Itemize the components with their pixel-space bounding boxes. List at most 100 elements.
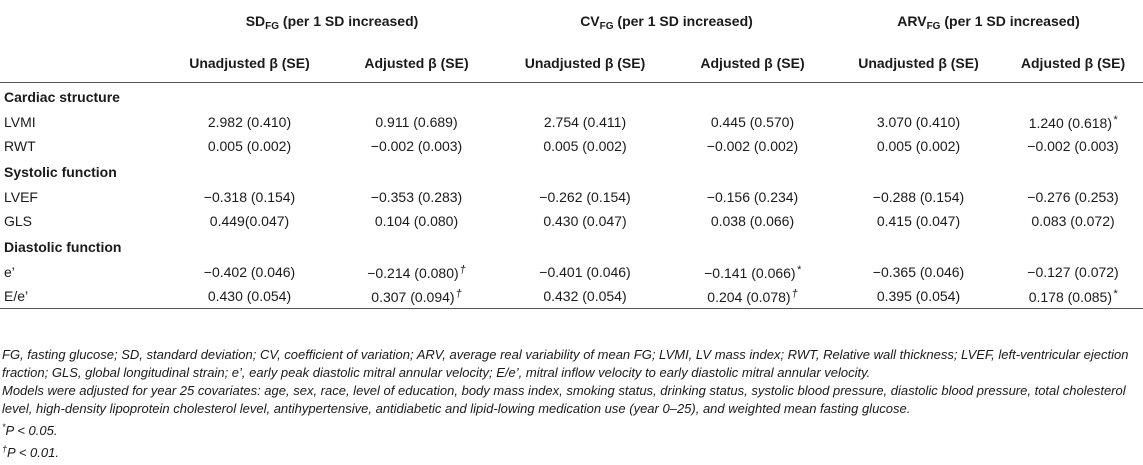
footnotes: FG, fasting glucose; SD, standard deviat… [2, 346, 1141, 462]
significance-mark: * [1113, 287, 1118, 300]
cell-value: 3.070 (0.410) [876, 114, 961, 130]
row-label: LVMI [4, 114, 36, 130]
row-label: LVEF [4, 189, 38, 205]
table-cell: −0.353 (0.283) [334, 185, 499, 209]
table-cell: −0.365 (0.046) [834, 260, 1003, 284]
cell-value: 2.754 (0.411) [543, 114, 627, 130]
table-cell: 0.445 (0.570) [671, 110, 834, 134]
table-cell: 2.982 (0.410) [165, 110, 334, 134]
table-cell: −0.318 (0.154) [165, 185, 334, 209]
cell-value: 2.982 (0.410) [207, 114, 292, 130]
table-row: E/e’ 0.430 (0.054) 0.307 (0.094)† 0.432 (0.… [0, 284, 1143, 309]
cell-value: 0.415 (0.047) [876, 213, 961, 229]
cell-value: 0.430 (0.054) [207, 288, 292, 304]
cell-value: 0.432 (0.054) [543, 288, 627, 304]
table-cell: −0.401 (0.046) [499, 260, 671, 284]
cell-value: −0.401 (0.046) [539, 264, 631, 280]
footnote-text: P < 0.01. [7, 445, 59, 460]
header-blank [0, 0, 165, 44]
cell-value: −0.002 (0.002) [706, 138, 799, 154]
table-cell: 2.754 (0.411) [499, 110, 671, 134]
cell-value: 0.005 (0.002) [207, 138, 292, 154]
significance-mark: † [455, 287, 462, 300]
cell-value: −0.002 (0.003) [370, 138, 463, 154]
significance-mark: * [1113, 113, 1118, 126]
table-cell: −0.127 (0.072) [1003, 260, 1143, 284]
sub-header: Unadjusted β (SE) [834, 44, 1003, 83]
row-label: RWT [4, 138, 36, 154]
table-cell: 0.415 (0.047) [834, 209, 1003, 233]
section-row: Diastolic function [0, 233, 1143, 260]
table-row: LVMI 2.982 (0.410) 0.911 (0.689) 2.754 (0.4… [0, 110, 1143, 134]
footnote-p01: †P < 0.01. [2, 440, 1141, 462]
sub-header: Unadjusted β (SE) [499, 44, 671, 83]
table-cell: 0.432 (0.054) [499, 284, 671, 309]
table-cell: 0.178 (0.085)* [1003, 284, 1143, 309]
table-cell: 1.240 (0.618)* [1003, 110, 1143, 134]
row-label: GLS [4, 213, 33, 229]
table-cell: 0.395 (0.054) [834, 284, 1003, 309]
section-row: Systolic function [0, 158, 1143, 185]
significance-mark: † [791, 287, 798, 300]
results-table: SDFG (per 1 SD increased) CVFG (per 1 SD… [0, 0, 1143, 309]
table-cell: 0.005 (0.002) [165, 134, 334, 158]
table-cell: −0.262 (0.154) [499, 185, 671, 209]
cell-value: 0.005 (0.002) [876, 138, 961, 154]
significance-mark: † [459, 263, 466, 276]
table-cell: 0.449(0.047) [165, 209, 334, 233]
table-body: Cardiac structure LVMI 2.982 (0.410) 0.911 … [0, 83, 1143, 309]
cell-value: −0.141 (0.066) [704, 264, 796, 281]
group-header-row: SDFG (per 1 SD increased) CVFG (per 1 SD… [0, 0, 1143, 44]
footnote-p05: *P < 0.05. [2, 418, 1141, 440]
cell-value: −0.002 (0.003) [1027, 138, 1119, 154]
table-row: e’ −0.402 (0.046) −0.214 (0.080)† −0.401 (0… [0, 260, 1143, 284]
footnote-mark: * [2, 422, 6, 432]
table-cell: 0.038 (0.066) [671, 209, 834, 233]
table-cell: 3.070 (0.410) [834, 110, 1003, 134]
sub-header: Adjusted β (SE) [334, 44, 499, 83]
table-row: GLS 0.449(0.047) 0.104 (0.080) 0.430 (0.047… [0, 209, 1143, 233]
cell-value: 0.204 (0.078) [707, 288, 791, 305]
header-blank [0, 44, 165, 83]
table-cell: −0.141 (0.066)* [671, 260, 834, 284]
significance-mark: * [796, 263, 801, 276]
table-cell: −0.156 (0.234) [671, 185, 834, 209]
table-cell: 0.307 (0.094)† [334, 284, 499, 309]
row-label: E/e’ [0, 284, 165, 309]
cell-value: −0.214 (0.080) [367, 264, 459, 281]
sub-header: Adjusted β (SE) [671, 44, 834, 83]
footnote-models: Models were adjusted for year 25 covaria… [2, 383, 1126, 416]
table-cell: −0.002 (0.003) [334, 134, 499, 158]
cell-value: 0.038 (0.066) [710, 213, 795, 229]
table-cell: 0.005 (0.002) [499, 134, 671, 158]
group-header-sd: SDFG (per 1 SD increased) [245, 12, 419, 32]
cell-value: 0.449(0.047) [209, 213, 290, 229]
cell-value: −0.365 (0.046) [872, 264, 965, 280]
cell-value: 0.395 (0.054) [876, 288, 961, 304]
cell-value: −0.262 (0.154) [539, 189, 631, 205]
footnote-abbreviations: FG, fasting glucose; SD, standard deviat… [2, 347, 1129, 380]
group-header-arv: ARVFG (per 1 SD increased) [897, 12, 1080, 32]
table-cell: 0.204 (0.078)† [671, 284, 834, 309]
cell-value: 0.307 (0.094) [371, 288, 455, 305]
sub-header-row: Unadjusted β (SE) Adjusted β (SE) Unadju… [0, 44, 1143, 83]
cell-value: −0.402 (0.046) [203, 264, 296, 280]
cell-value: −0.318 (0.154) [203, 189, 296, 205]
section-title: Cardiac structure [4, 88, 120, 105]
table-cell: −0.002 (0.003) [1003, 134, 1143, 158]
cell-value: 0.178 (0.085) [1028, 288, 1113, 305]
table-cell: −0.276 (0.253) [1003, 185, 1143, 209]
sub-header: Unadjusted β (SE) [165, 44, 334, 83]
cell-value: 0.430 (0.047) [543, 213, 627, 229]
cell-value: 0.083 (0.072) [1031, 213, 1115, 229]
table-cell: 0.911 (0.689) [334, 110, 499, 134]
section-row: Cardiac structure [0, 83, 1143, 111]
table-cell: −0.214 (0.080)† [334, 260, 499, 284]
cell-value: 0.445 (0.570) [710, 114, 795, 130]
table-row: LVEF −0.318 (0.154) −0.353 (0.283) −0.262 (… [0, 185, 1143, 209]
table-cell: 0.104 (0.080) [334, 209, 499, 233]
row-label: e’ [4, 264, 15, 280]
section-title: Diastolic function [4, 238, 122, 255]
cell-value: 1.240 (0.618) [1028, 114, 1113, 131]
